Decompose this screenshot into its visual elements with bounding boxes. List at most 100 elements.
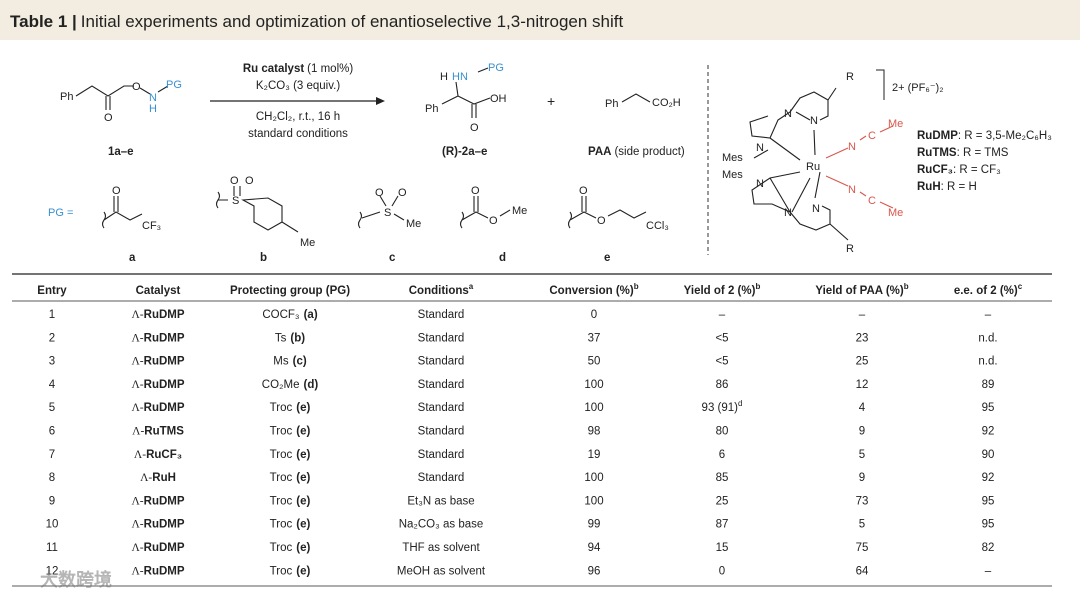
entry: 3: [49, 356, 55, 368]
pg-letter: (e): [296, 449, 310, 461]
legend-def: : R = H: [941, 181, 977, 193]
catalyst-prefix: Λ-: [131, 495, 143, 507]
column-header: Conversion (%)b: [549, 282, 638, 297]
atom: H: [440, 71, 448, 83]
cell-value: 96: [588, 565, 601, 577]
reagent: K₂CO₃ (3 equiv.): [256, 80, 341, 92]
conversion: 50: [588, 356, 601, 368]
yield-paa: 4: [859, 402, 866, 414]
atom: R: [846, 71, 854, 83]
cell-value: MeOH as solvent: [397, 565, 486, 577]
cell-value: <5: [715, 356, 728, 368]
conditions: MeOH as solvent: [397, 565, 486, 577]
yield2: 85: [716, 472, 729, 484]
atom: O: [489, 215, 498, 227]
cell-value: Standard: [418, 356, 465, 368]
cell-value: 95: [982, 495, 995, 507]
cell-value: 5: [859, 449, 865, 461]
header-text: Entry: [37, 285, 67, 297]
conditions: Standard: [418, 332, 465, 344]
cell-value: Na₂CO₃ as base: [399, 519, 484, 531]
atom: O: [470, 122, 479, 134]
legend-name: RuTMS: [917, 147, 957, 159]
protecting-group: Troc (e): [270, 449, 311, 461]
cell-value: 50: [588, 356, 601, 368]
entry: 2: [49, 332, 55, 344]
header-text: Catalyst: [136, 285, 181, 297]
column-header: Entry: [37, 285, 67, 297]
catalyst: Λ-RuDMP: [131, 565, 184, 577]
catalyst: Λ-RuDMP: [131, 379, 184, 391]
cell-value: Standard: [418, 449, 465, 461]
ee: n.d.: [978, 356, 997, 368]
plus: +: [547, 93, 555, 109]
conditions: Standard: [418, 472, 465, 484]
loading: (1 mol%): [307, 63, 353, 75]
column-header: Protecting group (PG): [230, 285, 350, 297]
atom: R: [846, 243, 854, 255]
watermark: 大数跨境: [40, 569, 112, 590]
footnote-mark: a: [469, 282, 474, 291]
catalyst: Λ-RuDMP: [131, 402, 184, 414]
conversion: 19: [588, 449, 601, 461]
catalyst: Λ-RuTMS: [132, 426, 184, 438]
conversion: 100: [584, 495, 603, 507]
catalyst-name: RuDMP: [144, 542, 185, 554]
title-bar: [0, 0, 1080, 40]
entry: 8: [49, 472, 55, 484]
ee: 95: [982, 519, 995, 531]
cell-value: Standard: [418, 309, 465, 321]
protecting-group: Troc (e): [270, 495, 311, 507]
ee: –: [985, 309, 992, 321]
column-header: Conditionsa: [409, 282, 474, 297]
pg-letter: (e): [296, 519, 310, 531]
cell-value: THF as solvent: [402, 542, 480, 554]
cell-value: Standard: [418, 426, 465, 438]
legend-entry: RuCF₃: R = CF₃: [917, 164, 1001, 176]
header-text: Yield of PAA (%): [815, 285, 904, 297]
cell-value: 85: [716, 472, 729, 484]
yield2: –: [719, 309, 726, 321]
ee: 89: [982, 379, 995, 391]
catalyst-legend: RuDMP: R = 3,5-Me₂C₆H₃ RuTMS: R = TMS Ru…: [917, 130, 1052, 193]
catalyst-name: RuDMP: [144, 519, 185, 531]
atom: O: [245, 175, 254, 187]
cell-value: 80: [716, 426, 729, 438]
cell-value: 100: [584, 379, 603, 391]
cell-value: 89: [982, 379, 995, 391]
ee: 95: [982, 402, 995, 414]
compound-label: 1a–e: [108, 146, 134, 158]
entry: 12: [46, 565, 59, 577]
entry: 9: [49, 495, 55, 507]
cell-value: –: [719, 309, 726, 321]
cell-value: 75: [856, 542, 869, 554]
yield-paa: 9: [859, 472, 865, 484]
header-text: Protecting group (PG): [230, 285, 350, 297]
ru-complex: R N N N Mes Ru N C Me Mes N N N N C Me R…: [722, 69, 944, 255]
atom: CCl₃: [646, 220, 669, 232]
ee: 92: [982, 426, 995, 438]
atom: Ph: [605, 98, 618, 110]
catalyst: Λ-RuDMP: [131, 519, 184, 531]
pg-name: Troc: [270, 519, 293, 531]
compound-label: (R)-2a–e: [442, 146, 487, 158]
cell-value: 92: [982, 426, 995, 438]
pg-letter: (d): [304, 379, 319, 391]
atom: Ph: [425, 103, 438, 115]
cell-value: 100: [584, 472, 603, 484]
atom: HN: [452, 71, 468, 83]
pg-name: Ms: [273, 356, 289, 368]
ee: 90: [982, 449, 995, 461]
bracket: [876, 69, 885, 100]
yield2: 86: [716, 379, 729, 391]
side-product: Ph CO₂H PAA (side product): [588, 93, 685, 158]
cell-value: Standard: [418, 332, 465, 344]
catalyst-name: RuDMP: [144, 332, 185, 344]
pg-groups: PG = O CF₃ a O O S Me b O O S Me c O O M…: [48, 175, 669, 264]
column-header: Yield of PAA (%)b: [815, 282, 908, 297]
yield2: <5: [715, 332, 728, 344]
pg-letter: a: [129, 252, 136, 264]
catalyst: Λ-RuDMP: [131, 332, 184, 344]
cell-value: 25: [856, 356, 869, 368]
yield2: 6: [719, 449, 725, 461]
